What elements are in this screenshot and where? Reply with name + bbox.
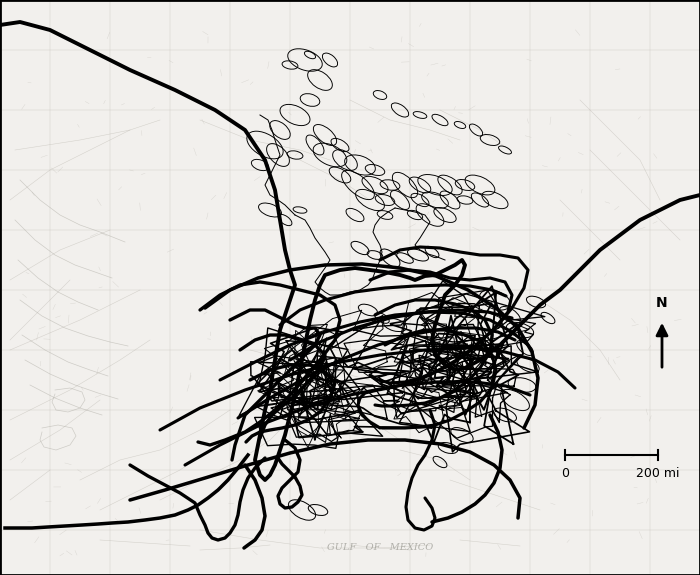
Text: 200 mi: 200 mi — [636, 467, 680, 480]
Text: 0: 0 — [561, 467, 569, 480]
Text: GULF   OF   MEXICO: GULF OF MEXICO — [327, 543, 433, 553]
Text: N: N — [656, 296, 668, 310]
